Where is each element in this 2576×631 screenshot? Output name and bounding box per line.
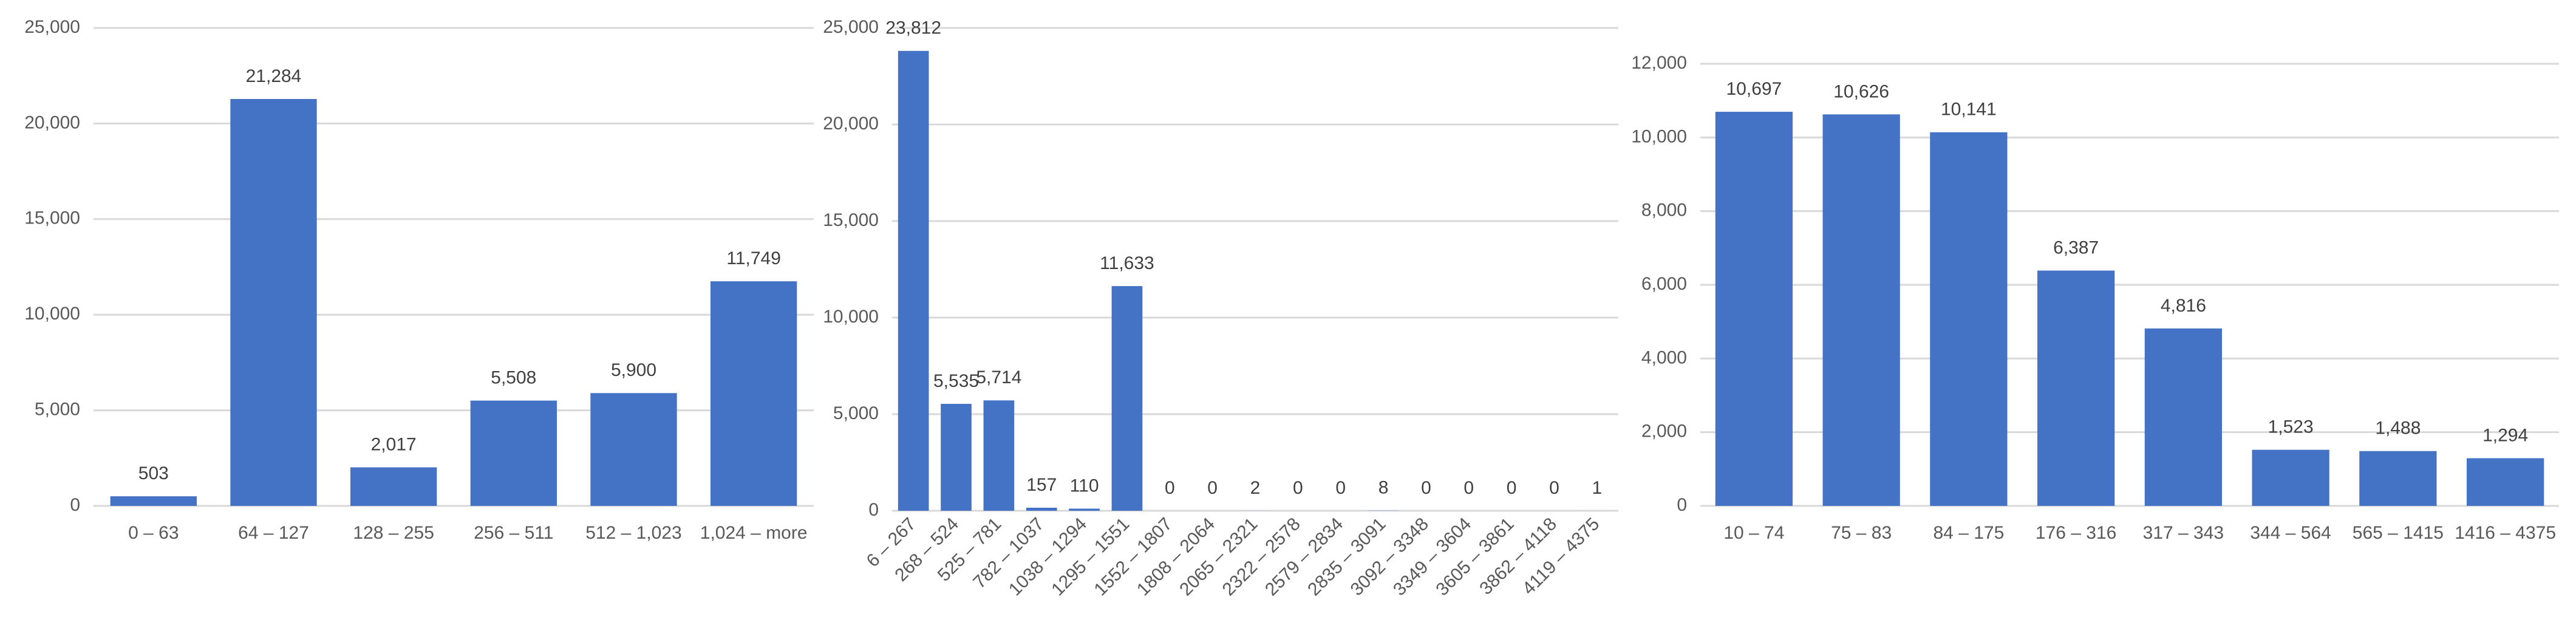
- bar: [1111, 286, 1143, 511]
- value-label: 1,488: [2375, 418, 2421, 438]
- value-label: 21,284: [246, 66, 302, 86]
- bar: [2359, 451, 2437, 506]
- value-label: 5,900: [611, 360, 656, 380]
- y-tick-label: 10,000: [1631, 126, 1687, 146]
- y-tick-label: 0: [868, 500, 879, 520]
- y-tick-label: 0: [1677, 495, 1687, 515]
- value-label: 0: [1293, 478, 1303, 498]
- y-tick-label: 8,000: [1641, 200, 1687, 220]
- bar: [898, 50, 929, 511]
- value-label: 1: [1592, 478, 1602, 498]
- y-tick-label: 10,000: [24, 304, 80, 324]
- y-tick-label: 10,000: [823, 307, 879, 327]
- x-tick-label: 176 – 316: [2036, 523, 2116, 543]
- bar: [2144, 328, 2223, 506]
- bar: [941, 403, 972, 511]
- y-tick-label: 25,000: [24, 17, 80, 37]
- value-label: 5,508: [491, 368, 536, 388]
- bar: [2037, 270, 2115, 506]
- bar: [590, 393, 677, 506]
- bar: [1026, 508, 1057, 511]
- bar: [2252, 449, 2329, 506]
- bar: [2466, 458, 2544, 506]
- value-label: 4,816: [2161, 296, 2206, 316]
- value-label: 10,141: [1941, 100, 1997, 120]
- value-label: 10,697: [1726, 79, 1782, 99]
- bar: [110, 496, 197, 506]
- bar: [710, 281, 797, 506]
- bar: [1822, 114, 1900, 506]
- value-label: 1,294: [2482, 425, 2528, 445]
- value-label: 1,523: [2268, 417, 2314, 437]
- value-label: 0: [1549, 478, 1559, 498]
- bar: [983, 400, 1015, 511]
- x-tick-label: 565 – 1415: [2353, 523, 2444, 543]
- value-label: 0: [1207, 478, 1218, 498]
- x-tick-label: 256 – 511: [474, 523, 553, 543]
- y-tick-label: 0: [70, 495, 80, 515]
- y-tick-label: 20,000: [24, 112, 80, 132]
- value-label: 2: [1250, 478, 1261, 498]
- y-tick-label: 5,000: [35, 400, 80, 420]
- value-label: 2,017: [371, 434, 417, 454]
- value-label: 11,749: [726, 248, 781, 268]
- y-tick-label: 4,000: [1641, 347, 1687, 367]
- x-tick-label: 317 – 343: [2143, 523, 2224, 543]
- x-tick-label: 75 – 83: [1831, 523, 1892, 543]
- value-label: 0: [1165, 478, 1175, 498]
- x-tick-label: 1416 – 4375: [2455, 523, 2556, 543]
- x-tick-label: 0 – 63: [128, 523, 179, 543]
- value-label: 0: [1463, 478, 1474, 498]
- value-label: 5,535: [933, 371, 979, 391]
- chart: 0 5,000 10,000 15,000 20,000 25,000 0 – 63 503 6…: [24, 17, 814, 543]
- value-label: 0: [1421, 478, 1431, 498]
- value-label: 157: [1026, 475, 1057, 495]
- y-tick-label: 2,000: [1641, 421, 1687, 442]
- value-label: 8: [1378, 478, 1389, 498]
- value-label: 23,812: [885, 18, 941, 38]
- x-tick-label: 10 – 74: [1723, 523, 1784, 543]
- y-tick-label: 25,000: [823, 17, 879, 37]
- bar: [230, 98, 317, 506]
- y-tick-label: 5,000: [833, 403, 879, 423]
- value-label: 11,633: [1100, 253, 1154, 273]
- chart: 0 2,000 4,000 6,000 8,000 10,000 12,000 10 – 74…: [1631, 53, 2559, 543]
- value-label: 6,387: [2053, 237, 2099, 258]
- y-tick-label: 20,000: [823, 114, 879, 134]
- x-tick-label: 1,024 – more: [700, 523, 808, 543]
- y-tick-label: 6,000: [1641, 274, 1687, 294]
- value-label: 503: [138, 463, 169, 483]
- y-tick-label: 15,000: [24, 208, 80, 228]
- x-tick-label: 84 – 175: [1933, 523, 2004, 543]
- value-label: 0: [1507, 478, 1517, 498]
- value-label: 110: [1070, 476, 1099, 496]
- bar: [1930, 132, 2008, 507]
- value-label: 0: [1335, 478, 1346, 498]
- x-tick-label: 64 – 127: [238, 523, 309, 543]
- y-tick-label: 12,000: [1631, 53, 1687, 73]
- value-label: 5,714: [976, 367, 1021, 387]
- x-tick-label: 128 – 255: [353, 523, 434, 543]
- bar: [470, 400, 557, 506]
- y-tick-label: 15,000: [823, 210, 879, 230]
- x-tick-label: 512 – 1,023: [585, 523, 681, 543]
- value-label: 10,626: [1833, 81, 1889, 101]
- x-tick-label: 344 – 564: [2250, 523, 2331, 543]
- bar: [350, 467, 437, 506]
- bar: [1715, 112, 1793, 507]
- bar: [1069, 508, 1100, 511]
